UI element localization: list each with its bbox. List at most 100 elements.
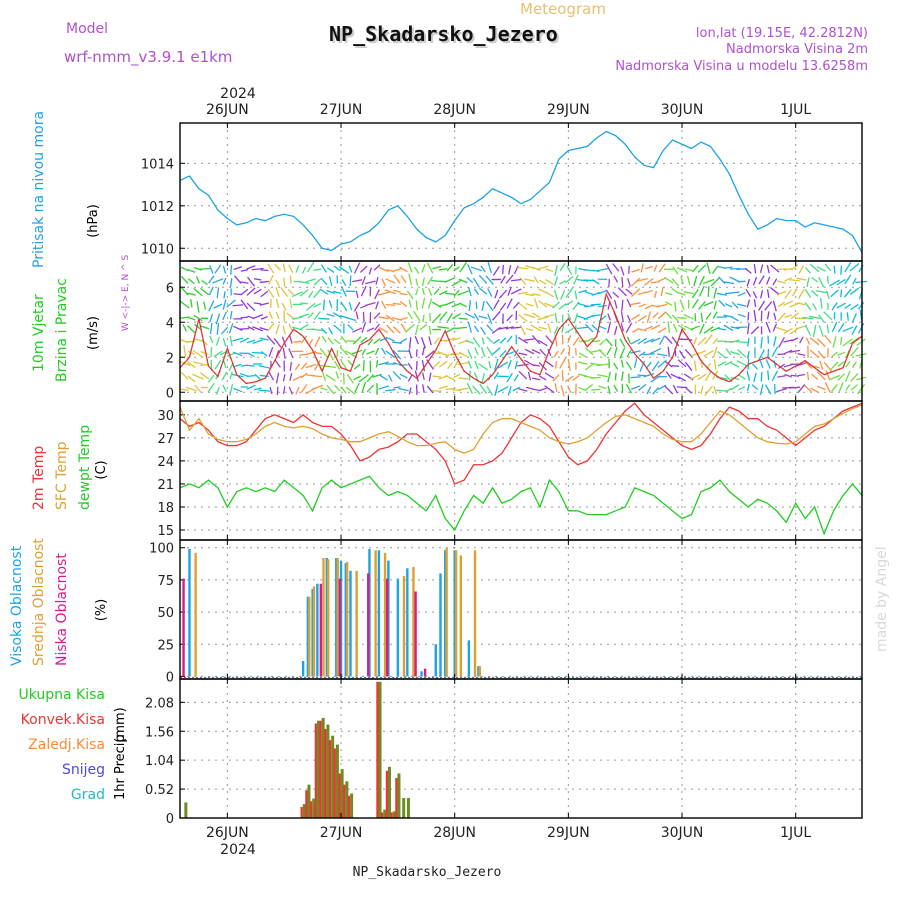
wind-arrow [771,370,779,382]
wind-arrow [233,325,243,331]
wind-arrow [591,340,601,343]
wind-arrow [474,347,479,356]
wind-arrow [446,312,454,322]
wind-arrow [559,280,567,285]
wind-arrow [259,374,269,378]
y-tick-label: 1012 [141,200,174,215]
wind-arrow [773,360,777,368]
wind-arrow [797,373,806,377]
panel-pressure: 1010 1012 1014 [141,122,863,262]
wind-arrow [846,312,849,321]
wind-arrow [289,361,293,371]
y-tick-label: 21 [157,478,174,493]
wind-arrow [414,336,419,345]
wind-arrow [190,299,193,308]
wind-arrow [348,302,353,311]
wind-arrow [510,288,522,295]
wind-arrow [633,358,638,369]
wind-arrow [421,359,426,372]
wind-arrow [777,312,786,322]
wind-arrow [657,384,667,390]
wind-arrow [713,359,717,370]
precip-total-bar [406,797,410,818]
wind-arrow [766,289,770,298]
wind-arrow [229,383,234,396]
wind-arrow [799,336,804,344]
wind-arrow [815,290,827,294]
wind-arrow [850,346,859,357]
wind-arrow [753,299,757,308]
wind-arrow [492,347,501,355]
cloud-title-low: Niska Oblacnost [54,553,70,666]
wind-arrow [684,349,693,358]
wind-arrow [239,327,250,330]
wind-arrow [407,374,413,382]
wind-arrow [507,386,512,396]
wind-arrow [421,287,425,296]
cloud-high-bar [335,558,338,677]
wind-arrow [599,339,606,346]
wind-arrow [730,291,740,294]
wind-arrow [207,382,215,393]
wind-arrow [328,300,333,308]
precip-title: 1hr Precip [113,734,128,800]
wind-arrow [366,350,375,355]
y-tick-label: 1010 [141,242,174,257]
wind-arrow [576,278,589,282]
wind-arrow [613,346,618,357]
wind-arrow [499,337,507,344]
y-tick-label: 0 [166,670,174,685]
wind-arrow [567,313,572,321]
wind-arrow [195,276,201,284]
wind-arrow [480,346,486,358]
wind-arrow [823,311,833,321]
wind-arrow [253,387,262,391]
wind-arrow [385,336,395,342]
wind-arrow [478,287,488,295]
wind-arrow [192,337,204,342]
wind-arrow [203,301,207,310]
wind-arrow [393,274,401,284]
wind-arrow [844,303,852,309]
cloud-mid-bar [194,552,197,677]
wind-arrow [258,389,271,392]
wind-arrow [524,338,535,341]
wind-arrow [300,302,309,305]
wind-arrow [407,262,413,273]
wind-arrow [747,323,750,335]
wind-arrow [831,351,838,358]
wind-arrow [693,337,698,345]
wind-arrow [631,268,640,273]
wind-arrow [510,326,522,329]
wind-arrow [333,265,341,272]
wind-arrow [596,267,609,272]
wind-arrow [697,350,706,355]
precip-convective-bar [395,777,398,818]
wind-arrow [288,348,294,358]
wind-arrow [399,373,408,379]
wind-arrow [730,362,740,368]
wind-arrow [392,302,402,306]
top-day-label: 26JUN [206,102,249,118]
wind-arrow [193,287,203,297]
wind-arrow [458,351,468,358]
wind-arrow [703,301,714,307]
wind-arrow [252,314,264,320]
wind-arrow [718,265,726,269]
wind-arrow [607,371,611,383]
y-tick-label: 0 [166,386,174,401]
wind-arrow [538,387,547,392]
wind-arrow [494,384,499,396]
wind-arrow [805,337,811,345]
wind-arrow [439,290,448,296]
wind-arrow [789,349,801,353]
wind-arrow [494,358,499,371]
wind-arrow [678,338,686,341]
wind-arrow [530,324,542,332]
wind-arrow [216,287,220,298]
precip-unit: (mm) [113,707,128,742]
wind-arrow [630,385,641,390]
wind-arrow [239,337,250,343]
wind-arrow [652,312,659,319]
wind-arrow [578,289,587,294]
